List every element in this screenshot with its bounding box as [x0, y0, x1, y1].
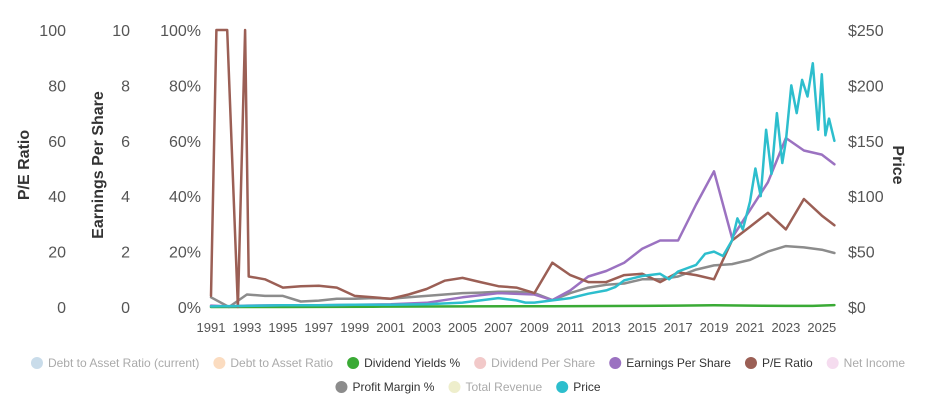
legend-item[interactable]: Debt to Asset Ratio — [213, 356, 333, 370]
legend-marker-icon — [335, 381, 348, 393]
legend-label: Debt to Asset Ratio — [230, 356, 333, 370]
x-tick-label: 2005 — [448, 320, 477, 335]
x-tick-label: 2013 — [592, 320, 621, 335]
legend-item[interactable]: P/E Ratio — [744, 356, 813, 370]
y-tick-label-eps: 0 — [121, 300, 130, 317]
legend-marker-icon — [609, 357, 622, 369]
legend-item[interactable]: Earnings Per Share — [609, 356, 731, 370]
x-tick-label: 2025 — [807, 320, 836, 335]
x-tick-label: 1993 — [232, 320, 261, 335]
legend-item[interactable]: Profit Margin % — [335, 380, 435, 394]
legend-item[interactable]: Total Revenue — [448, 380, 543, 394]
y-tick-label-pct: 100% — [160, 23, 201, 40]
axis-title-pe: P/E Ratio — [16, 130, 33, 200]
y-tick-label-pct: 0% — [178, 300, 201, 317]
legend-label: Profit Margin % — [352, 380, 434, 394]
legend-item[interactable]: Price — [556, 380, 601, 394]
legend-label: Net Income — [844, 356, 906, 370]
series-line-profit-margin[interactable] — [209, 244, 836, 309]
y-tick-label-pe: 60 — [48, 134, 66, 151]
y-tick-label-pe: 20 — [48, 245, 66, 262]
legend-item[interactable]: Net Income — [826, 356, 906, 370]
legend-marker-icon — [448, 381, 461, 393]
legend-marker-icon — [474, 357, 487, 369]
series-line-dividend-yields[interactable] — [209, 303, 836, 309]
x-tick-label: 2003 — [412, 320, 441, 335]
y-tick-label-pe: 0 — [57, 300, 66, 317]
legend-marker-icon — [30, 357, 43, 369]
axis-title-eps: Earnings Per Share — [90, 91, 107, 239]
x-tick-label: 2017 — [664, 320, 693, 335]
legend-label: P/E Ratio — [762, 356, 813, 370]
y-tick-label-eps: 10 — [112, 23, 130, 40]
legend-label: Debt to Asset Ratio (current) — [48, 356, 199, 370]
y-tick-label-price: $0 — [848, 300, 866, 317]
y-tick-label-eps: 6 — [121, 134, 130, 151]
legend-marker-icon — [347, 357, 360, 369]
legend-label: Price — [573, 380, 601, 394]
legend-marker-icon — [556, 381, 569, 393]
y-tick-label-eps: 8 — [121, 78, 130, 95]
legend-item[interactable]: Debt to Asset Ratio (current) — [30, 356, 199, 370]
y-tick-label-price: $150 — [848, 134, 884, 151]
y-tick-label-price: $250 — [848, 23, 884, 40]
legend: Debt to Asset Ratio (current) Debt to Ass… — [30, 356, 906, 394]
x-tick-label: 2021 — [736, 320, 765, 335]
y-tick-label-pe: 100 — [39, 23, 66, 40]
y-tick-label-pe: 80 — [48, 78, 66, 95]
legend-marker-icon — [744, 357, 757, 369]
series-layer — [209, 28, 836, 309]
axis-title-price: Price — [889, 145, 906, 184]
y-tick-label-price: $200 — [848, 78, 884, 95]
x-tick-label: 1999 — [340, 320, 369, 335]
x-tick-label: 2009 — [520, 320, 549, 335]
legend-marker-icon — [826, 357, 839, 369]
y-tick-label-eps: 2 — [121, 245, 130, 262]
x-tick-label: 1991 — [197, 320, 226, 335]
y-tick-label-eps: 4 — [121, 189, 130, 206]
x-tick-label: 2023 — [771, 320, 800, 335]
x-tick-label: 2001 — [376, 320, 405, 335]
x-tick-label: 2011 — [556, 320, 584, 335]
legend-marker-icon — [213, 357, 226, 369]
legend-item[interactable]: Dividend Yields % — [347, 356, 460, 370]
series-line-earnings-per-share[interactable] — [209, 136, 836, 308]
y-tick-label-pe: 40 — [48, 189, 66, 206]
x-tick-label: 1997 — [304, 320, 333, 335]
legend-label: Total Revenue — [465, 380, 542, 394]
y-tick-label-pct: 80% — [169, 78, 201, 95]
y-tick-label-price: $50 — [848, 245, 875, 262]
x-tick-label: 2007 — [484, 320, 513, 335]
series-line-p-e-ratio[interactable] — [209, 28, 836, 309]
legend-label: Dividend Per Share — [491, 356, 595, 370]
legend-label: Earnings Per Share — [626, 356, 731, 370]
legend-label: Dividend Yields % — [364, 356, 460, 370]
x-tick-label: 2015 — [628, 320, 657, 335]
y-tick-label-pct: 20% — [169, 245, 201, 262]
y-tick-label-price: $100 — [848, 189, 884, 206]
y-tick-label-pct: 40% — [169, 189, 201, 206]
x-tick-label: 2019 — [700, 320, 729, 335]
x-tick-label: 1995 — [268, 320, 297, 335]
series-line-price[interactable] — [209, 61, 836, 308]
legend-item[interactable]: Dividend Per Share — [474, 356, 596, 370]
axis-layer: 0 20 40 60 80 100 P/E Ratio 0 2 4 6 8 10 Earnings Per… — [16, 23, 906, 335]
y-tick-label-pct: 60% — [169, 134, 201, 151]
